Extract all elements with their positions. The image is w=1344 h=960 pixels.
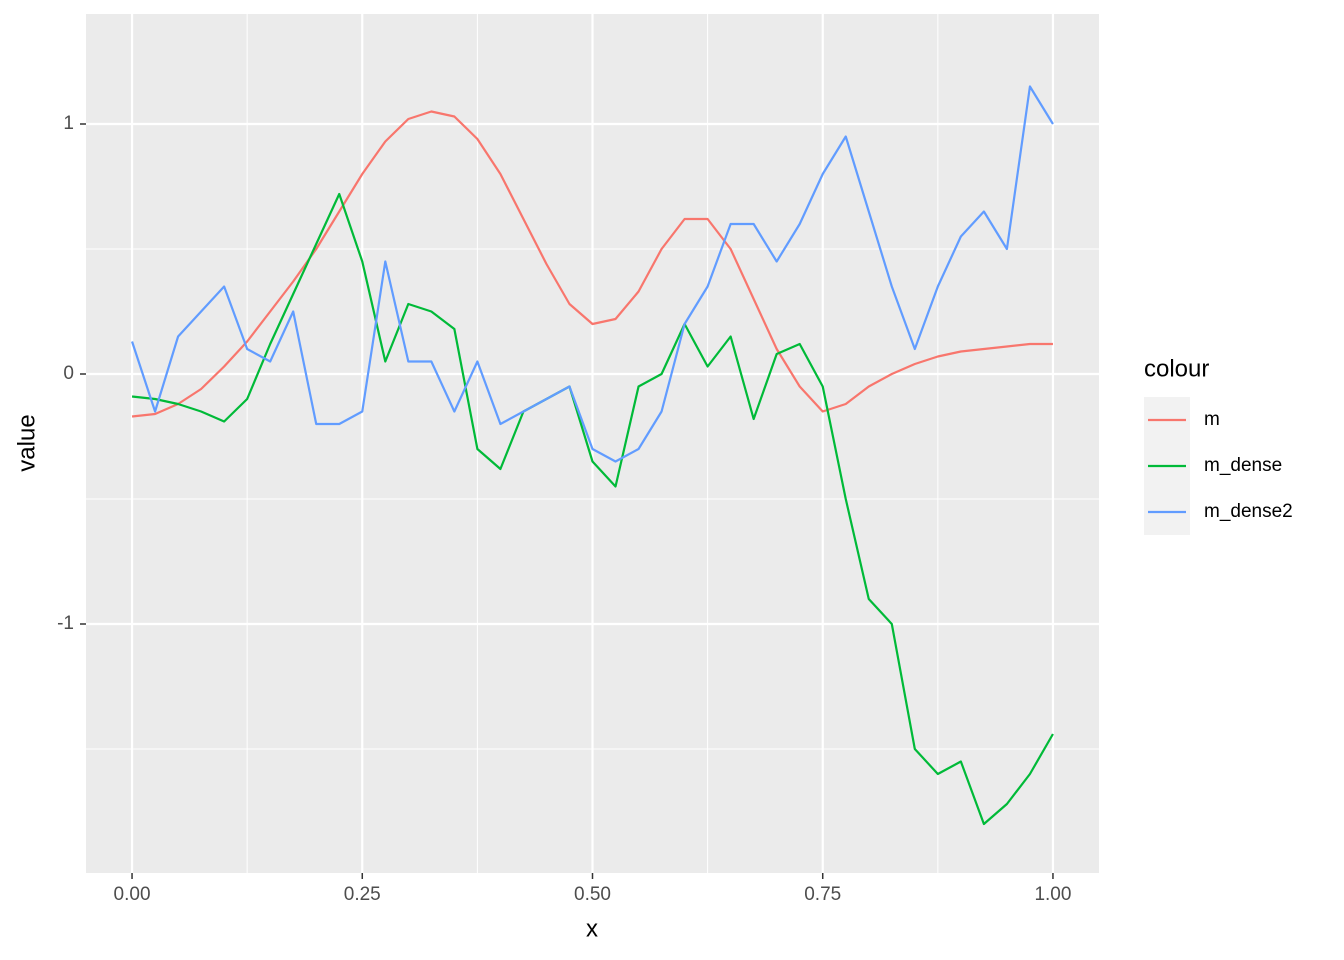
x-tick-label: 1.00 xyxy=(1034,884,1071,905)
legend-label: m_dense2 xyxy=(1204,501,1293,522)
y-tick-label: -1 xyxy=(57,613,74,634)
series-line xyxy=(131,110,1053,418)
y-axis-title: value xyxy=(13,414,40,471)
legend-label: m_dense xyxy=(1204,455,1282,476)
x-tick-label: 0.50 xyxy=(574,884,611,905)
series-line xyxy=(131,192,1054,826)
x-axis-title: x xyxy=(586,915,598,942)
x-tick-label: 0.00 xyxy=(114,884,151,905)
x-tick-label: 0.75 xyxy=(804,884,841,905)
legend-label: m xyxy=(1204,409,1220,430)
legend-title: colour xyxy=(1144,355,1209,382)
x-tick-label: 0.25 xyxy=(344,884,381,905)
y-tick-label: 0 xyxy=(63,363,74,384)
y-tick-label: 1 xyxy=(63,113,74,134)
series-line xyxy=(131,85,1054,463)
